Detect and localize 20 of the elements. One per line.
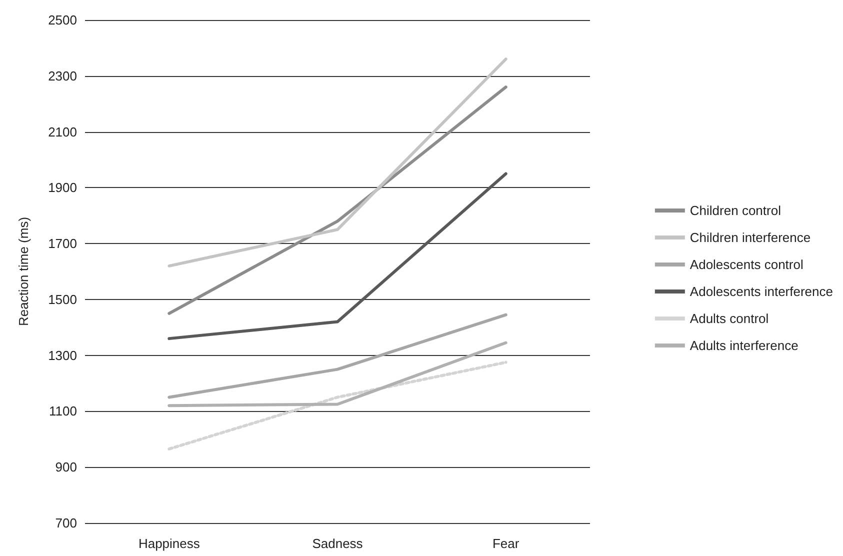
legend-label: Adults interference [690,338,798,353]
y-tick-label: 1900 [48,180,77,196]
y-tick-label: 1300 [48,348,77,363]
x-tick-label: Sadness [312,536,364,551]
y-tick-label: 1700 [48,236,77,252]
y-tick-label: 1500 [48,292,77,307]
y-axis-title: Reaction time (ms) [16,216,31,326]
y-tick-label: 700 [55,516,77,530]
x-tick-label: Fear [492,536,520,551]
y-tick-label: 900 [55,460,77,475]
legend-label: Adolescents control [690,257,804,272]
legend-label: Adolescents interference [690,284,834,299]
y-tick-label: 1100 [49,404,77,419]
y-tick-label: 2100 [48,124,77,140]
y-tick-label: 2500 [48,12,77,28]
x-tick-label: Happiness [138,536,200,551]
legend-label: Children interference [690,230,811,245]
legend-label: Adults control [690,311,769,326]
y-tick-label: 2300 [48,68,77,84]
legend-label: Children control [690,203,782,218]
